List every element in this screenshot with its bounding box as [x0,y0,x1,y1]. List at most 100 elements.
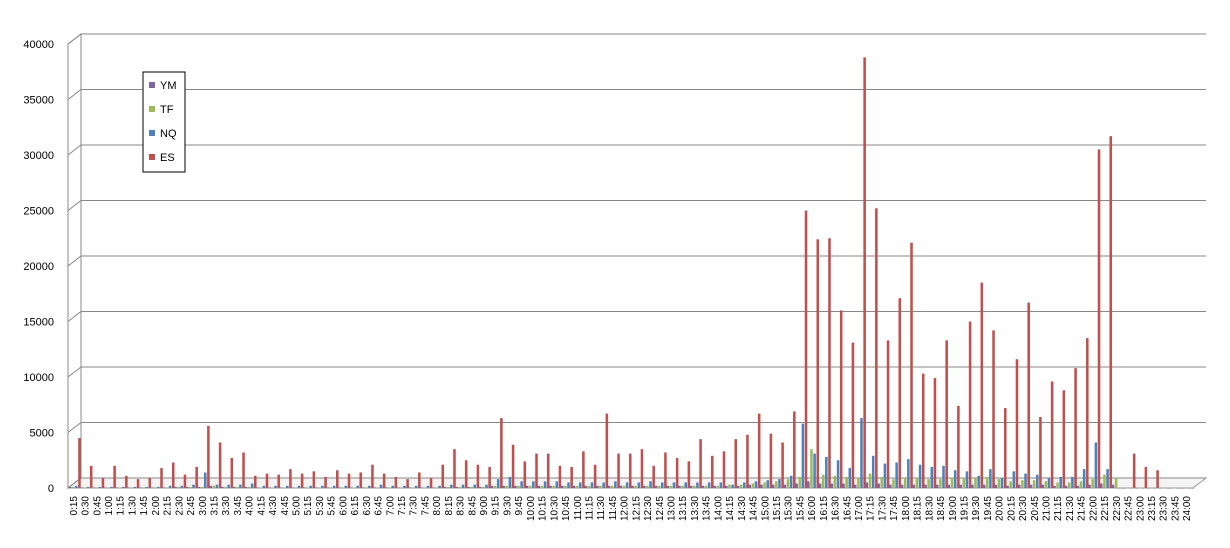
bar [833,475,837,488]
bar [637,482,641,488]
bar [766,480,770,488]
bar [289,469,292,488]
bar [291,487,294,488]
x-tick-label: 21:15 [1053,496,1064,521]
bar [707,482,711,488]
bar [1164,488,1168,489]
bar [344,485,348,488]
bar [684,482,687,488]
bar [432,487,435,488]
x-tick-label: 0:15 [69,496,80,516]
bar [473,484,477,488]
bar [423,487,427,488]
bar [605,413,609,488]
x-tick-label: 1:15 [116,496,127,516]
bar [130,487,134,488]
bar [711,455,714,488]
bar [836,460,840,488]
x-tick-label: 23:30 [1159,496,1170,521]
bar [400,487,403,488]
bar [625,482,629,488]
bar [92,487,95,488]
bar [596,485,599,488]
bar [942,465,945,488]
bar [476,464,480,488]
bar [110,486,113,488]
bar [532,481,535,488]
x-tick-label: 8:30 [456,496,467,516]
bar [470,486,473,488]
x-tick-label: 15:15 [772,496,783,521]
bar [453,449,456,488]
bar [446,486,450,488]
bar [277,474,280,488]
bar [982,484,986,488]
bar [1059,476,1062,488]
bar [1079,481,1083,488]
bar [1088,484,1091,488]
bar [617,453,620,488]
bar [701,485,705,488]
x-tick-label: 6:00 [338,496,349,516]
bar [1012,471,1016,488]
bar [1097,149,1101,488]
x-tick-label: 4:15 [256,496,267,516]
bar [71,486,75,488]
bar [235,486,239,488]
bar [907,459,910,488]
bar [760,484,763,488]
x-tick-label: 18:00 [901,496,912,521]
legend-swatch [149,106,155,112]
bar [139,487,142,488]
bar [1126,488,1130,489]
grid-line [67,200,1206,211]
bar [259,487,262,488]
bar [1039,416,1042,488]
bar [408,487,412,488]
x-tick-label: 17:30 [877,496,888,521]
bar [696,482,699,488]
x-tick-label: 0:30 [81,496,92,516]
bar [148,478,152,488]
bar [900,484,904,488]
bar [992,330,995,488]
bar [411,487,415,488]
bar [751,483,755,488]
bar [282,487,286,488]
bar [207,425,210,488]
bar [174,486,177,488]
bar [945,340,948,488]
bar [664,452,667,488]
bar [974,478,977,488]
y-tick-label: 0 [48,483,54,495]
bar [496,479,500,488]
bar [610,485,614,488]
bar [1035,474,1039,488]
bar [818,483,822,488]
bar [318,487,321,488]
bar [898,298,902,488]
x-tick-label: 14:00 [713,496,724,521]
bar [640,449,644,488]
bar [224,486,227,488]
bar [915,478,919,488]
x-tick-label: 6:45 [374,496,385,516]
bar [825,456,828,488]
bar [743,482,746,488]
bar [927,479,930,488]
x-tick-label: 17:15 [866,496,877,521]
bar [508,476,512,488]
bar [935,484,939,488]
x-tick-label: 16:15 [819,496,830,521]
bar [511,444,515,488]
bar [731,484,734,488]
bar [813,453,816,488]
bar [371,464,374,488]
bar [113,465,116,488]
grid-line [67,311,1206,322]
bar [816,239,820,488]
bar [1071,476,1074,488]
x-tick-label: 2:30 [174,496,185,516]
x-tick-label: 20:00 [995,496,1006,521]
bar [1109,136,1113,488]
